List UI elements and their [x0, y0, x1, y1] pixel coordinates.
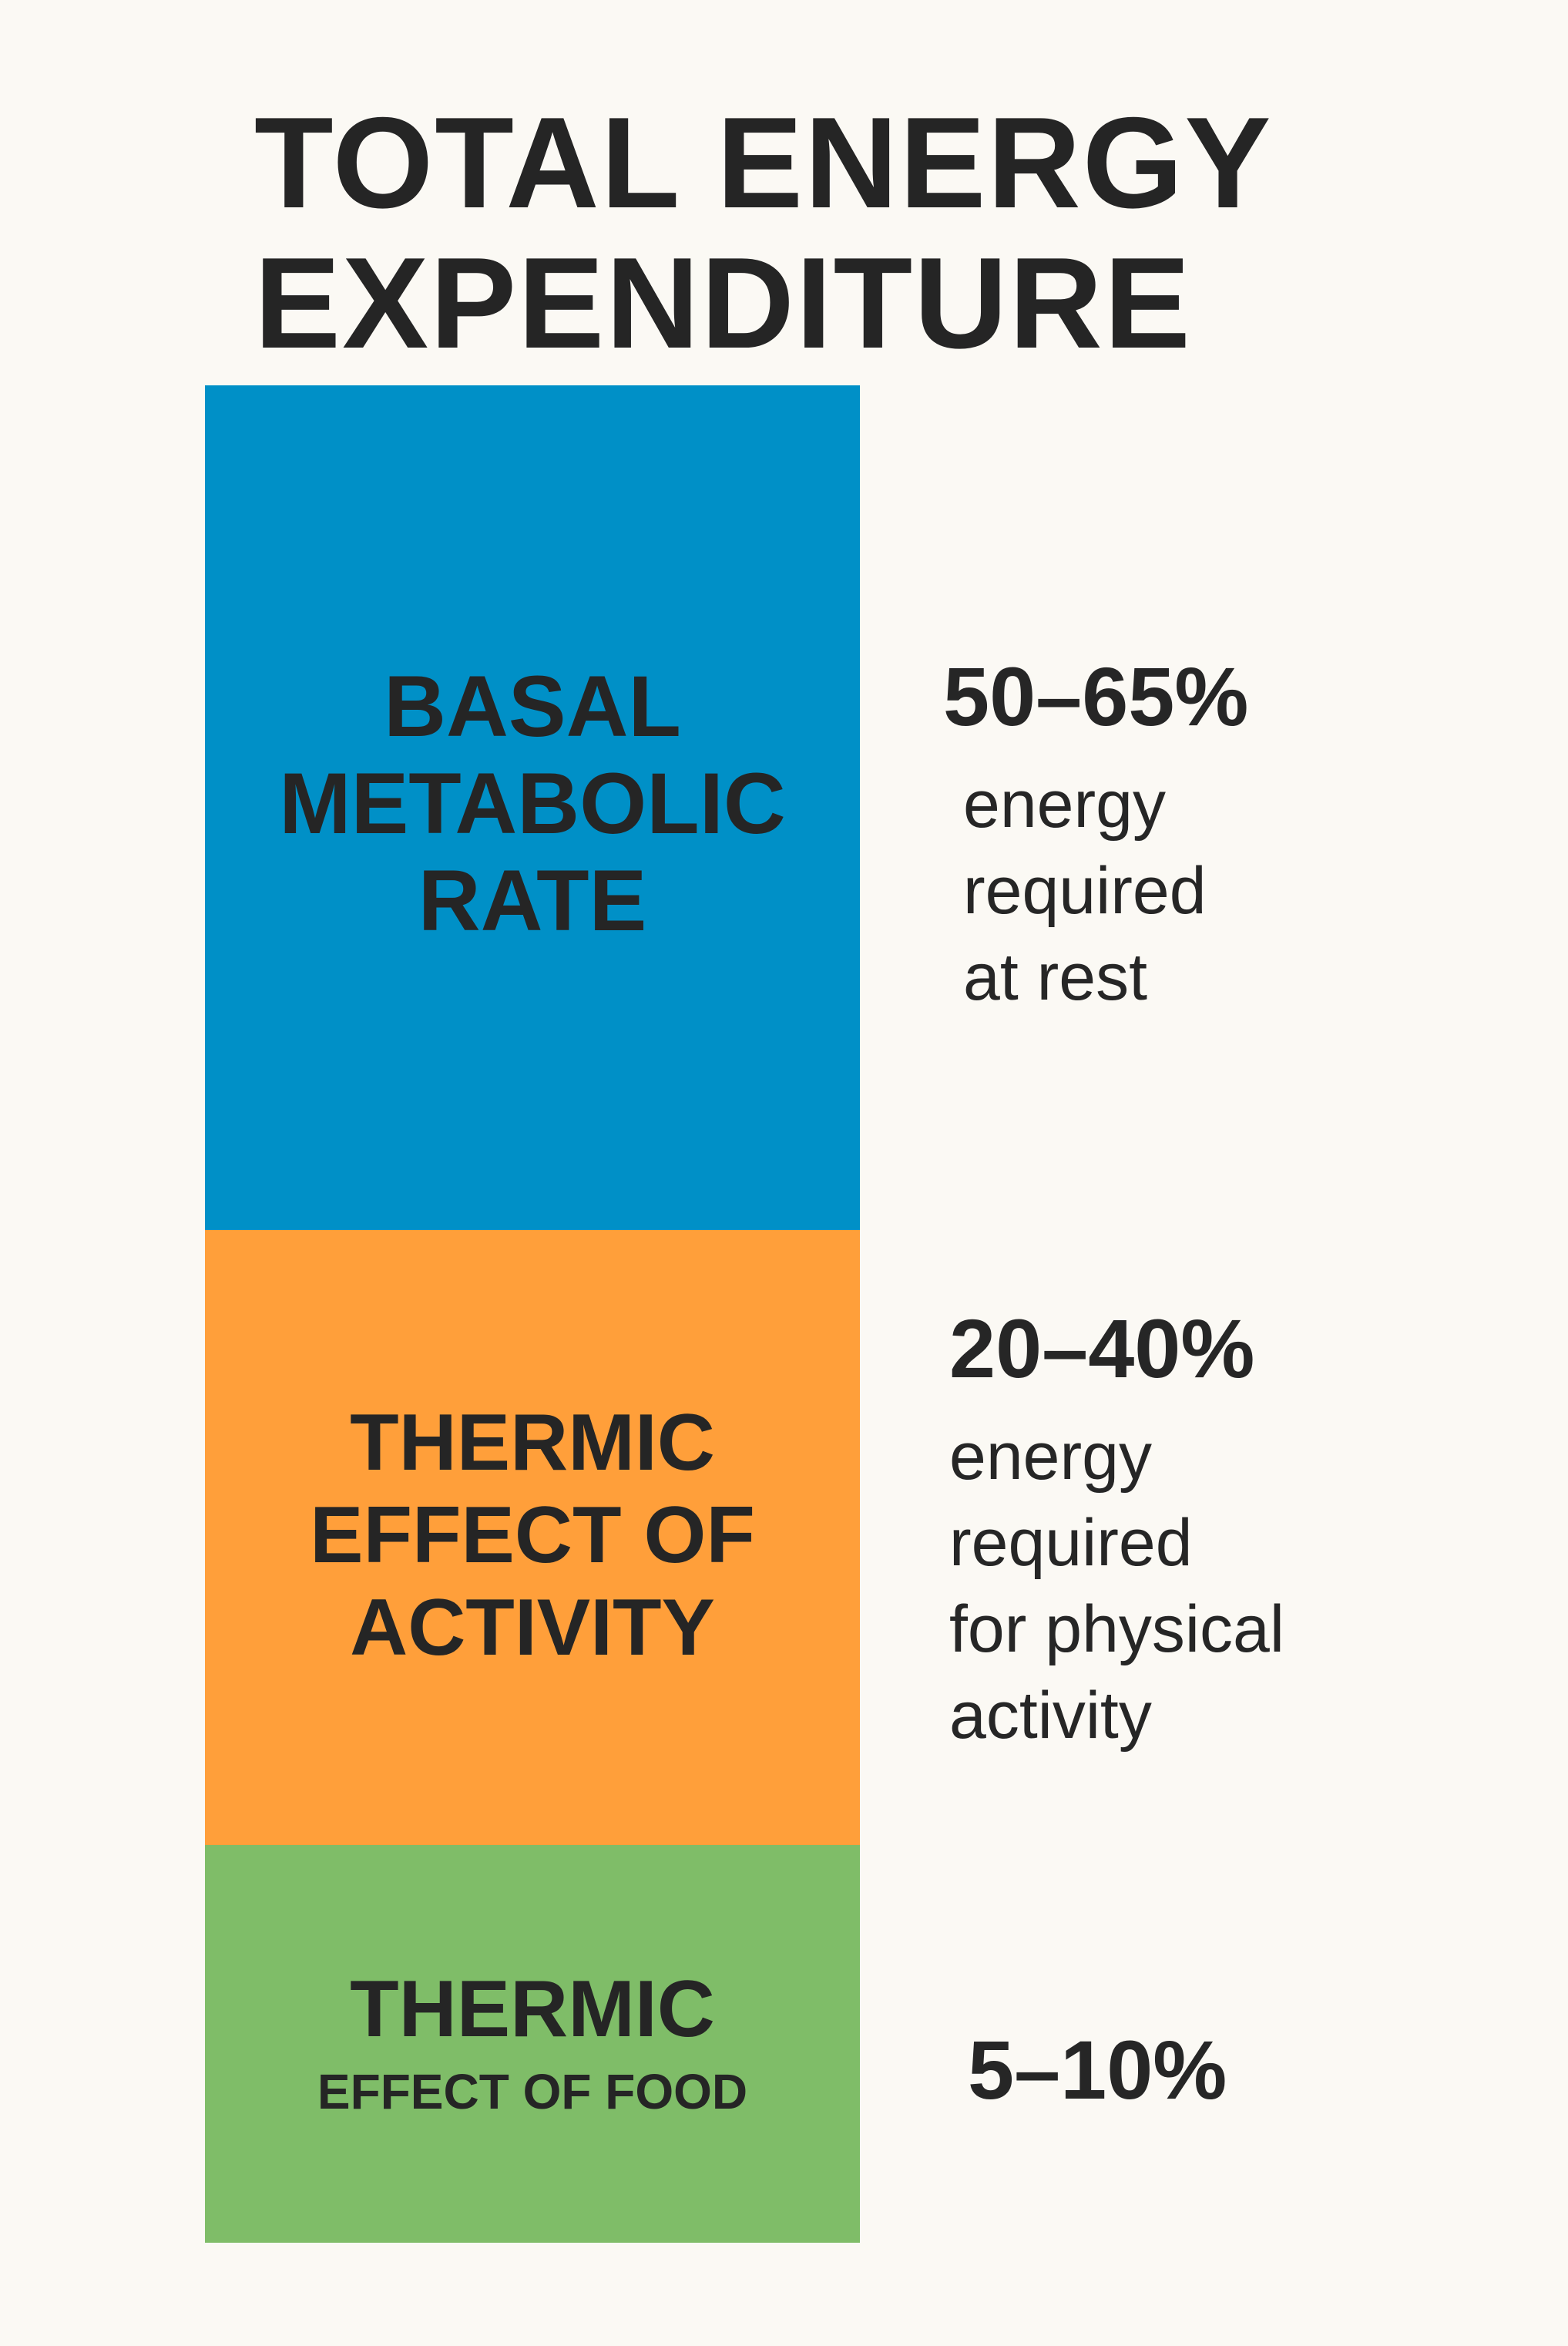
description-text: energy required for physical activity: [949, 1420, 1284, 1753]
segment-label-line: EFFECT OF: [310, 1491, 755, 1580]
segment-basal-metabolic-rate: BASAL METABOLIC RATE: [205, 385, 860, 1230]
segment-label-line: RATE: [418, 852, 647, 949]
description-text: energy required at rest: [963, 768, 1207, 1014]
segment-label-line: ACTIVITY: [350, 1583, 715, 1672]
segment-label: BASAL METABOLIC RATE: [279, 658, 786, 953]
page-title: TOTAL ENERGY EXPENDITURE: [254, 92, 1410, 373]
title-line-2: EXPENDITURE: [254, 230, 1192, 375]
percentage-value: 5–10%: [968, 2023, 1227, 2116]
info-thermic-effect-of-food: 5–10%: [968, 2024, 1227, 2116]
segment-thermic-effect-of-activity: THERMIC EFFECT OF ACTIVITY: [205, 1230, 860, 1845]
segment-label: THERMIC EFFECT OF FOOD: [317, 1961, 747, 2126]
segment-label: THERMIC EFFECT OF ACTIVITY: [310, 1398, 755, 1676]
segment-label-line: THERMIC: [350, 1965, 715, 2054]
info-thermic-effect-of-activity: 20–40% energy required for physical acti…: [949, 1302, 1284, 1759]
title-line-1: TOTAL ENERGY: [254, 90, 1273, 235]
segment-thermic-effect-of-food: THERMIC EFFECT OF FOOD: [205, 1845, 860, 2243]
segment-label-line: THERMIC: [350, 1398, 715, 1487]
info-basal-metabolic-rate: 50–65% energy required at rest: [943, 650, 1248, 1020]
percentage-value: 50–65%: [943, 650, 1249, 743]
percentage-value: 20–40%: [949, 1302, 1255, 1395]
segment-label-line: EFFECT OF FOOD: [317, 2064, 748, 2119]
segment-label-line: METABOLIC: [279, 755, 786, 852]
segment-label-line: BASAL: [384, 658, 681, 755]
